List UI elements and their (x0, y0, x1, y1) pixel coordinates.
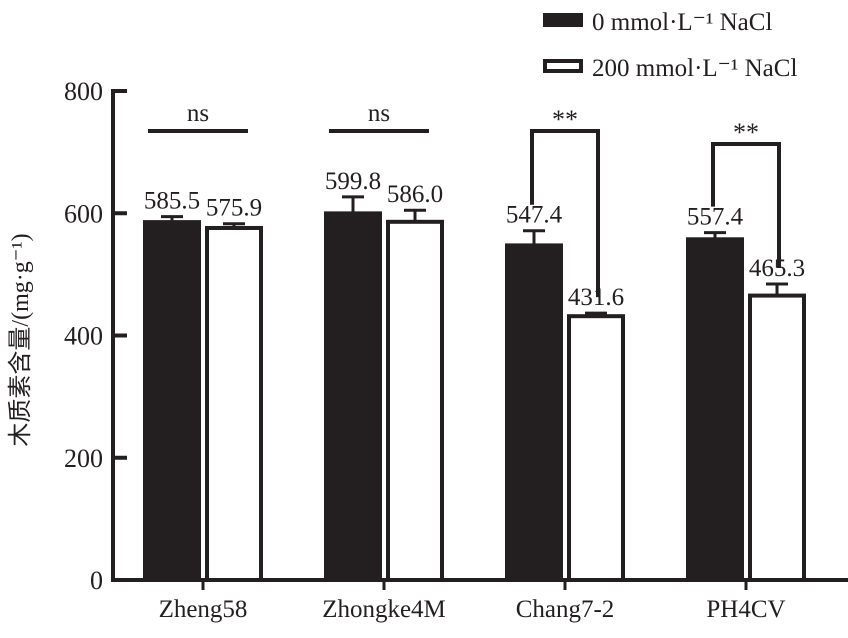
significance-label: ** (733, 118, 759, 147)
bar (505, 243, 563, 582)
significance-bracket (711, 142, 781, 268)
data-label: 575.9 (206, 195, 262, 222)
y-tick-label: 400 (64, 322, 103, 351)
legend-swatch-0 (543, 13, 583, 27)
data-label: 547.4 (506, 202, 563, 229)
y-axis: 0 200 400 600 800 (64, 77, 127, 595)
x-tick-label: Zheng58 (159, 596, 248, 623)
y-tick-label: 200 (64, 444, 103, 473)
data-label: 586.0 (387, 181, 443, 208)
legend: 0 mmol·L⁻¹ NaCl 200 mmol·L⁻¹ NaCl (543, 9, 797, 82)
significance-label: ns (187, 100, 209, 127)
data-label: 557.4 (687, 204, 744, 231)
x-tick-label: Zhongke4M (322, 596, 446, 623)
bar (567, 314, 625, 582)
y-tick-label: 600 (64, 199, 103, 228)
legend-label-1: 200 mmol·L⁻¹ NaCl (592, 55, 797, 82)
significance-label: ns (368, 100, 390, 127)
x-tick-label: Chang7-2 (516, 596, 615, 623)
bar (386, 219, 444, 582)
bar (748, 293, 806, 582)
significance-bracket (530, 129, 600, 298)
y-tick-label: 0 (90, 566, 103, 595)
y-axis-label: 木质素含量/(mg·g⁻¹) (7, 233, 34, 446)
legend-swatch-1 (543, 59, 583, 73)
bar (324, 211, 382, 582)
x-axis: Zheng58 Zhongke4M Chang7-2 PH4CV (111, 578, 848, 623)
bar (205, 225, 263, 582)
y-tick-label: 800 (64, 77, 103, 106)
data-label: 585.5 (144, 188, 200, 215)
bar (686, 237, 744, 582)
bar (143, 220, 201, 582)
data-label: 599.8 (325, 168, 381, 195)
significance-label: ** (552, 105, 578, 134)
x-tick-label: PH4CV (706, 596, 785, 623)
legend-label-0: 0 mmol·L⁻¹ NaCl (592, 9, 772, 36)
